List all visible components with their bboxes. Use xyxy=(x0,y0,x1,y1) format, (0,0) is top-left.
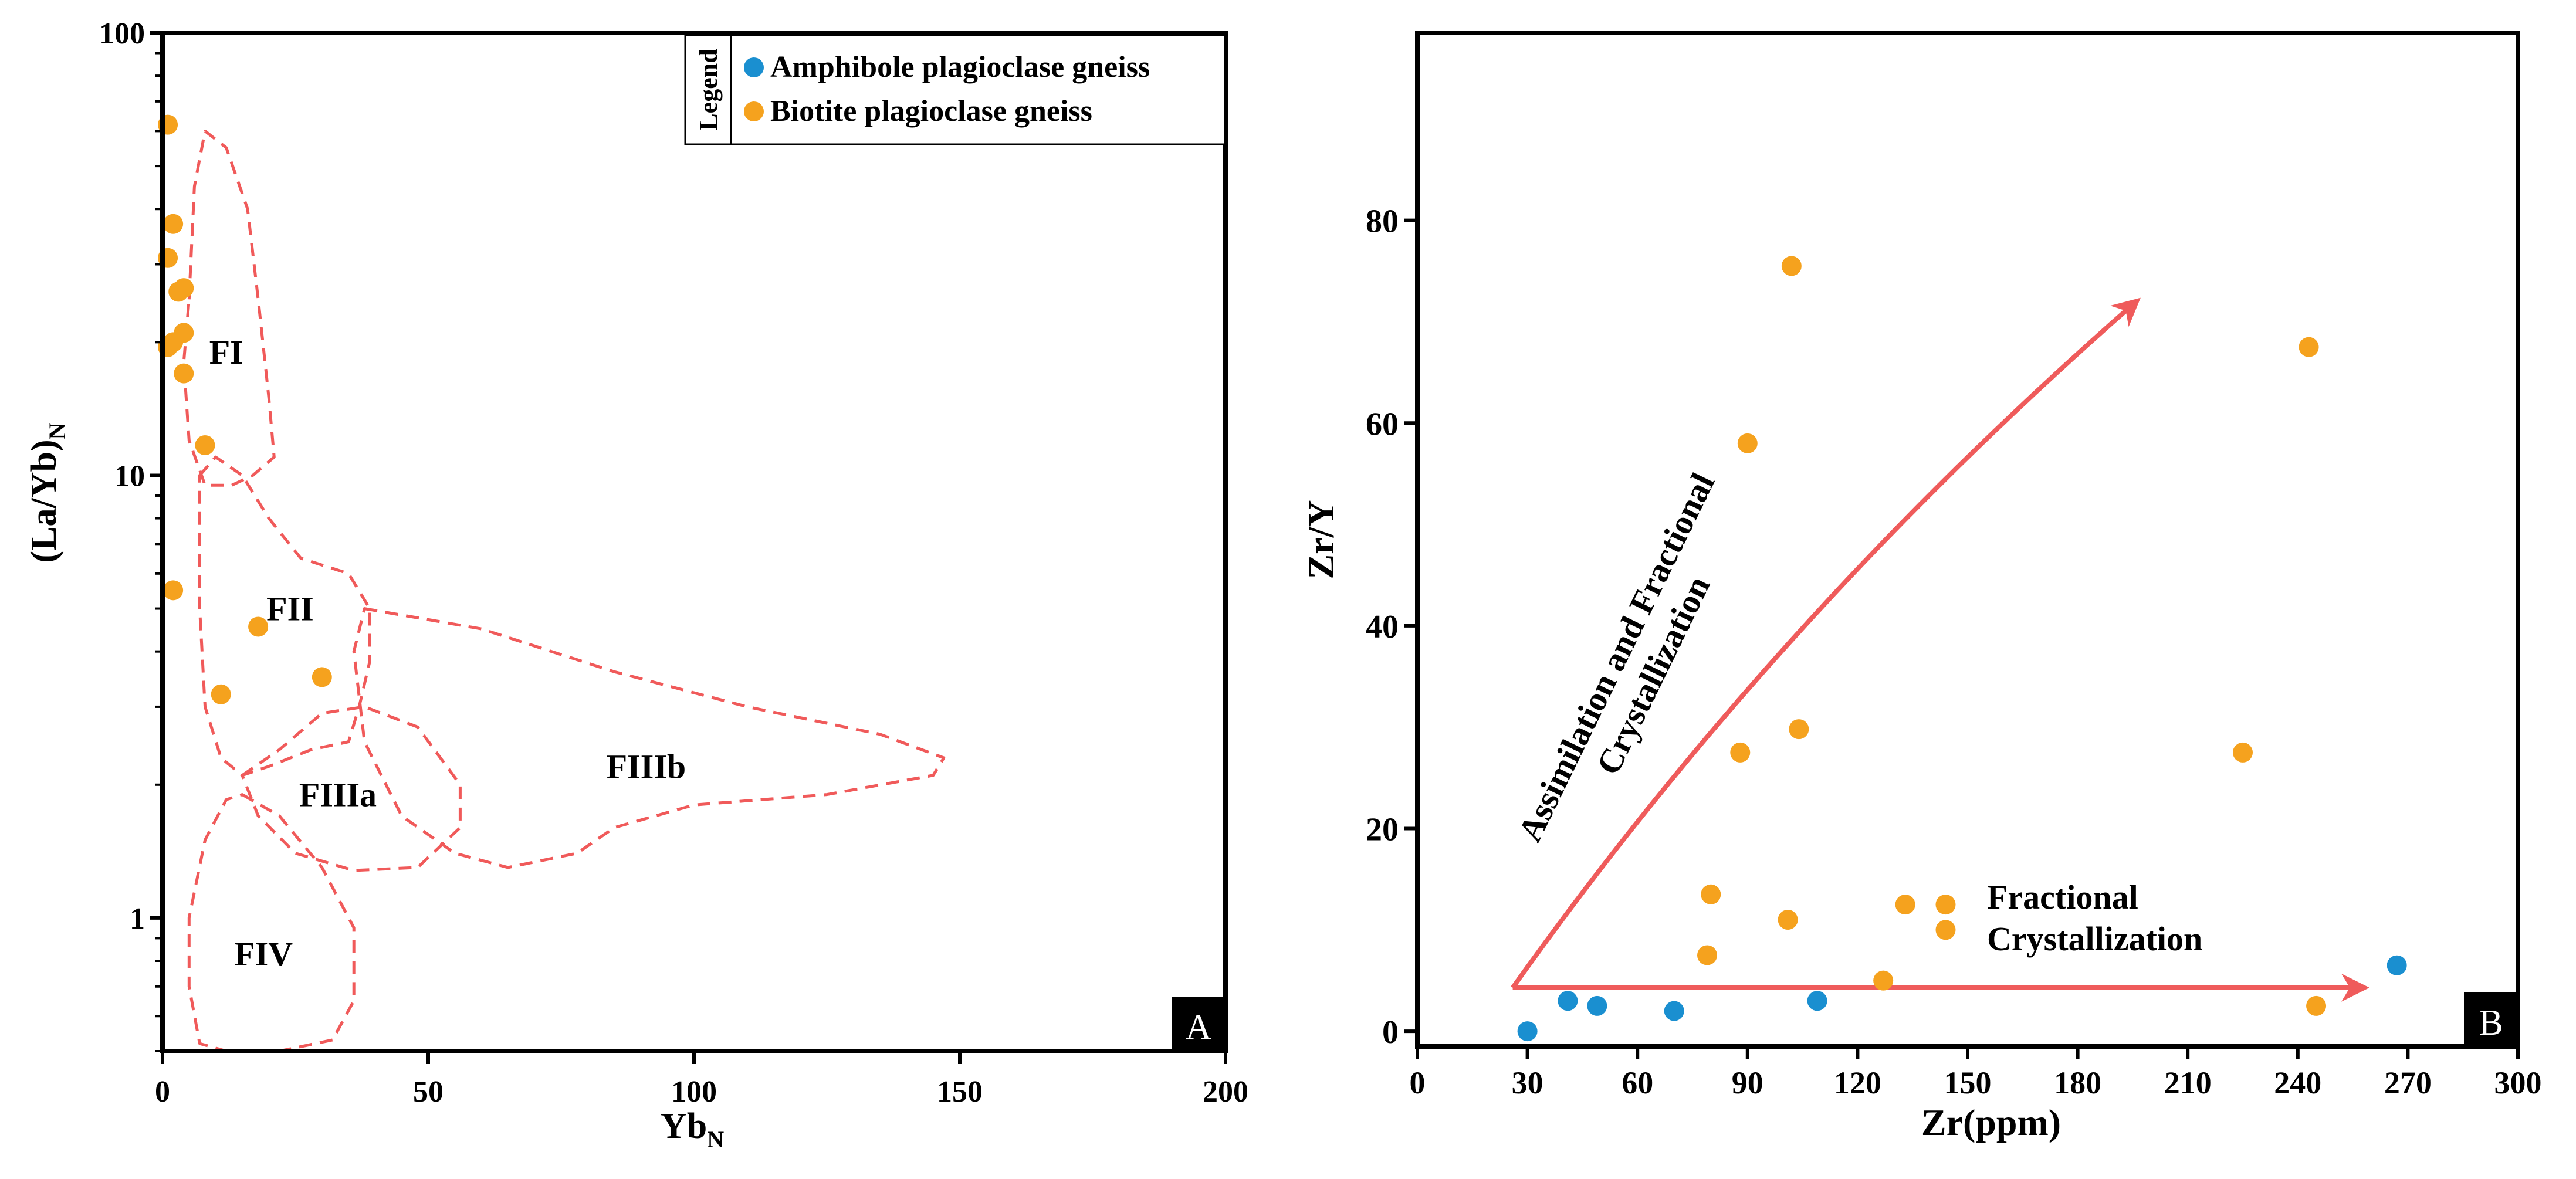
x-axis-ticks: 0 50 100 150 200 xyxy=(155,1051,1248,1109)
data-point xyxy=(1730,742,1751,763)
data-point xyxy=(195,435,215,456)
y-tick-label: 10 xyxy=(114,459,145,493)
data-point xyxy=(163,580,184,601)
data-point xyxy=(1781,256,1802,276)
plot-frame xyxy=(160,31,1228,1053)
x-tick-label: 270 xyxy=(2384,1065,2432,1100)
data-point xyxy=(1737,433,1758,453)
panel-label-a-box xyxy=(1172,997,1226,1051)
data-point xyxy=(1807,991,1827,1011)
panel-b: 0 30 60 90 120 150 180 210 240 270 300 0 20 40 60 80 Z… xyxy=(1300,31,2542,1143)
x-tick-label: 300 xyxy=(2494,1065,2542,1100)
panel-a: FI FII FIIIa FIIIb FIV 0 50 100 150 200 1 10 100 (… xyxy=(24,17,1248,1153)
data-point xyxy=(211,684,231,704)
x-axis-label: YbN xyxy=(661,1106,724,1153)
data-points xyxy=(1517,256,2407,1042)
data-point xyxy=(1558,991,1578,1011)
x-tick-label: 0 xyxy=(1410,1065,1426,1100)
discrimination-fields: FI FII FIIIa FIIIb FIV xyxy=(182,129,946,1053)
afc-annotation-line-1: Assimilation and Fractional xyxy=(1511,467,1722,847)
y-axis-ticks: 1 10 100 xyxy=(99,17,163,1052)
legend-marker-biotite xyxy=(744,101,764,121)
data-point xyxy=(174,278,194,299)
panel-label-b: B xyxy=(2464,992,2518,1046)
fc-annotation-line-2: Crystallization xyxy=(1987,920,2202,958)
x-tick-label: 150 xyxy=(1944,1065,1992,1100)
data-point xyxy=(1935,895,1956,915)
data-point xyxy=(2306,995,2327,1016)
data-point xyxy=(2299,337,2319,357)
x-tick-label: 0 xyxy=(155,1075,170,1109)
field-label-fi: FI xyxy=(209,333,243,371)
legend-title: Legend xyxy=(694,49,723,130)
x-tick-label: 50 xyxy=(413,1075,444,1109)
field-outline-fi xyxy=(182,129,276,487)
data-point xyxy=(1778,910,1798,930)
trend-arrows xyxy=(1511,297,2369,1002)
y-tick-label: 1 xyxy=(130,902,145,936)
x-tick-label: 240 xyxy=(2274,1065,2321,1100)
data-point xyxy=(1664,1001,1684,1021)
panel-label-a-text: A xyxy=(1186,1008,1212,1048)
legend-marker-amphibole xyxy=(744,57,764,77)
afc-annotation: Assimilation and Fractional Crystallizat… xyxy=(1511,467,1722,847)
x-tick-label: 150 xyxy=(937,1075,983,1109)
data-point xyxy=(174,323,194,343)
legend-box xyxy=(684,34,1226,145)
fc-annotation: Fractional Crystallization xyxy=(1987,878,2202,958)
field-label-fiiib: FIIIb xyxy=(607,748,686,786)
plot-frame xyxy=(1415,31,2520,1049)
data-point xyxy=(312,667,332,687)
x-tick-label: 60 xyxy=(1622,1065,1653,1100)
data-point xyxy=(1935,920,1956,940)
y-axis-label: (La/Yb)N xyxy=(24,422,70,563)
field-label-fiv: FIV xyxy=(234,935,293,973)
panel-label-b-box xyxy=(2464,992,2518,1046)
panel-label-a: A xyxy=(1172,997,1226,1051)
y-tick-label: 80 xyxy=(1366,204,1399,240)
data-point xyxy=(1697,945,1718,965)
x-tick-label: 120 xyxy=(1834,1065,1881,1100)
data-point xyxy=(174,363,194,384)
field-label-fii: FII xyxy=(266,590,314,628)
legend-label-amphibole: Amphibole plagioclase gneiss xyxy=(770,50,1150,84)
legend: Legend Amphibole plagioclase gneiss Biot… xyxy=(684,34,1226,145)
fc-annotation-line-1: Fractional xyxy=(1987,878,2138,916)
data-point xyxy=(2233,742,2253,763)
panel-label-b-text: B xyxy=(2479,1003,2503,1043)
y-tick-label: 60 xyxy=(1366,406,1399,442)
x-tick-label: 30 xyxy=(1512,1065,1543,1100)
data-point xyxy=(1789,719,1809,740)
data-point xyxy=(163,214,184,234)
field-outline-fiv xyxy=(187,793,356,1053)
data-point xyxy=(1701,884,1721,904)
data-point xyxy=(1895,895,1915,915)
data-point xyxy=(1587,995,1607,1016)
y-axis-label: Zr/Y xyxy=(1300,500,1342,579)
y-tick-label: 20 xyxy=(1366,811,1399,848)
field-outline-fiiia xyxy=(241,705,462,872)
x-tick-label: 100 xyxy=(671,1075,717,1109)
y-tick-label: 100 xyxy=(99,17,145,50)
data-point xyxy=(1517,1021,1538,1042)
y-tick-label: 0 xyxy=(1382,1014,1399,1051)
x-axis-label: Zr(ppm) xyxy=(1921,1102,2061,1143)
legend-label-biotite: Biotite plagioclase gneiss xyxy=(770,94,1092,128)
field-outline-fiiib xyxy=(352,607,946,869)
data-point xyxy=(1873,970,1894,991)
afc-trend-arrow xyxy=(1511,297,2141,990)
data-point xyxy=(248,616,269,637)
y-axis-ticks: 0 20 40 60 80 xyxy=(1366,204,1417,1051)
x-tick-label: 180 xyxy=(2054,1065,2101,1100)
x-tick-label: 200 xyxy=(1203,1075,1248,1109)
x-axis-ticks: 0 30 60 90 120 150 180 210 240 270 300 xyxy=(1410,1046,2542,1100)
y-tick-label: 40 xyxy=(1366,609,1399,645)
field-label-fiiia: FIIIa xyxy=(299,776,377,814)
x-tick-label: 210 xyxy=(2164,1065,2212,1100)
x-tick-label: 90 xyxy=(1732,1065,1763,1100)
data-point xyxy=(2387,955,2407,975)
